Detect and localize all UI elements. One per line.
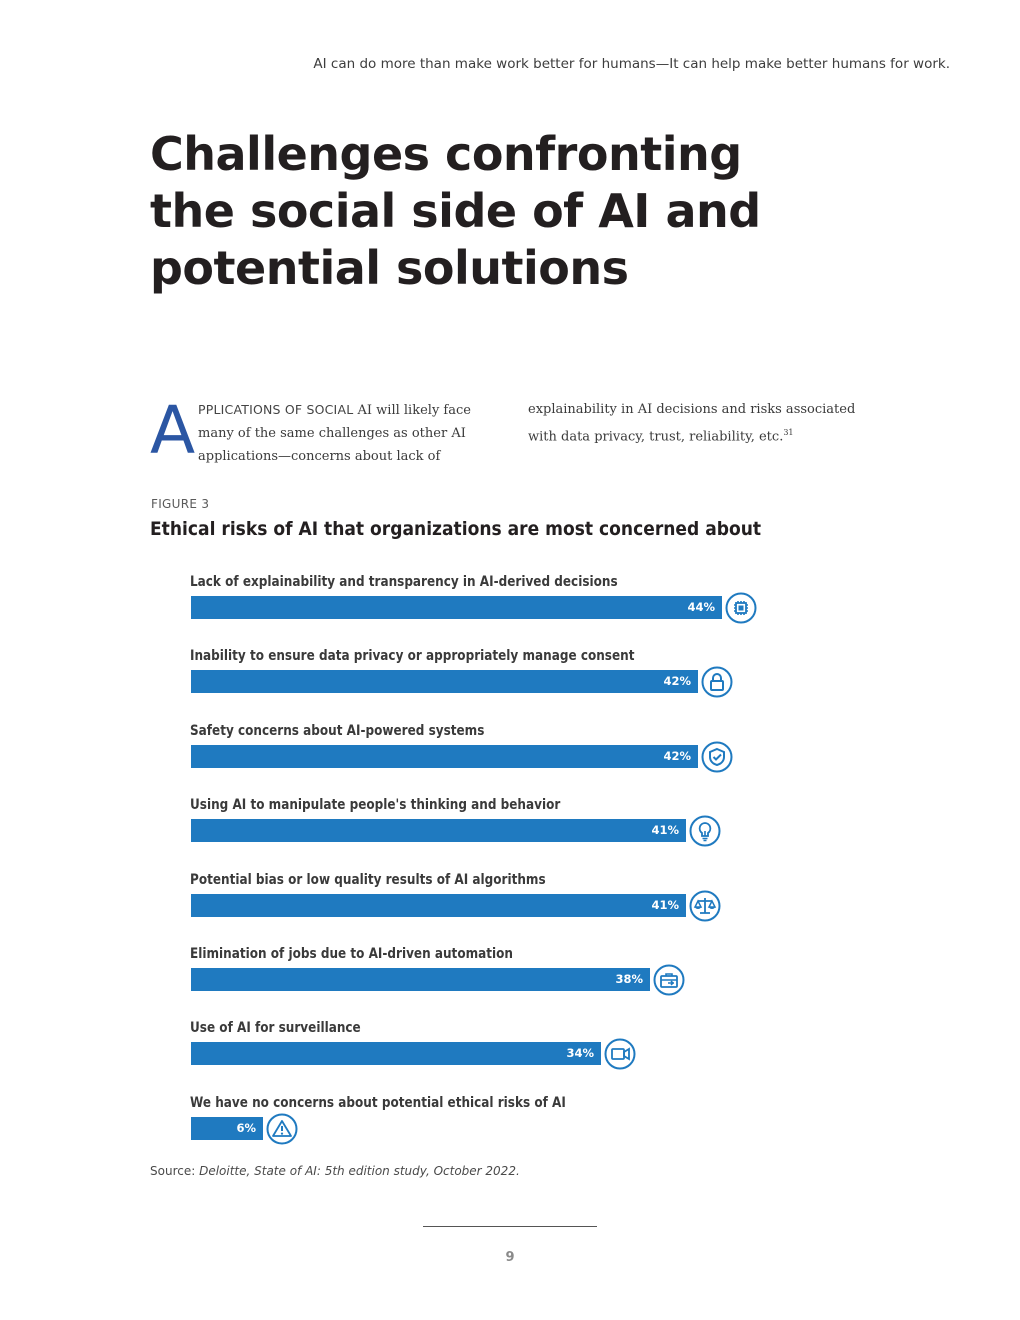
bar: 42% — [191, 744, 698, 768]
bar-category-label: We have no concerns about potential ethi… — [190, 1094, 566, 1111]
footnote-marker[interactable]: 31 — [783, 428, 794, 437]
bar-category-label: Potential bias or low quality results of… — [190, 871, 546, 888]
chart-row: Potential bias or low quality results of… — [190, 872, 830, 928]
intro-paragraph: A PPLICATIONS OF SOCIAL AI will likely f… — [150, 398, 870, 470]
page-title-line-1: Challenges confronting — [150, 127, 742, 181]
bar-category-label: Use of AI for surveillance — [190, 1020, 361, 1037]
lightbulb-icon — [689, 815, 721, 847]
bar-value-label: 44% — [687, 600, 715, 614]
page-title: Challenges confronting the social side o… — [150, 126, 770, 297]
chip-icon — [725, 592, 757, 624]
page-title-line-3: potential solutions — [150, 241, 629, 295]
bar: 41% — [191, 819, 686, 843]
bar-value-label: 42% — [663, 674, 691, 689]
warning-icon — [266, 1113, 298, 1145]
video-camera-icon — [604, 1038, 636, 1070]
drop-cap: A — [150, 392, 196, 469]
bar-value-label: 38% — [615, 972, 643, 986]
page-number: 9 — [505, 1250, 515, 1265]
intro-column-2: explainability in AI decisions and risks… — [528, 398, 868, 448]
chart-row: Use of AI for surveillance 34% — [190, 1020, 830, 1076]
source-citation: Deloitte, State of AI: 5th edition study… — [199, 1164, 520, 1178]
bar: 42% — [191, 670, 698, 694]
bar-category-label: Safety concerns about AI-powered systems — [190, 722, 485, 739]
bar-value-label: 42% — [663, 748, 691, 763]
bar-category-label: Elimination of jobs due to AI-driven aut… — [190, 946, 513, 962]
footer-divider — [423, 1226, 597, 1227]
bar: 44% — [191, 596, 722, 619]
bar-value-label: 41% — [651, 897, 679, 912]
intro-column-1: PPLICATIONS OF SOCIAL AI will likely fac… — [198, 398, 498, 468]
chart-row: Using AI to manipulate people's thinking… — [190, 797, 830, 853]
running-header: AI can do more than make work better for… — [313, 56, 950, 72]
figure-label: FIGURE 3 — [151, 497, 210, 511]
bar-value-label: 34% — [566, 1046, 594, 1061]
page-title-line-2: the social side of AI and — [150, 184, 761, 238]
chart-row: Elimination of jobs due to AI-driven aut… — [190, 946, 830, 1002]
intro-smallcaps: PPLICATIONS OF SOCIAL — [198, 402, 354, 417]
bar-category-label: Inability to ensure data privacy or appr… — [190, 648, 635, 665]
chart-row: Inability to ensure data privacy or appr… — [190, 648, 830, 704]
bar: 6% — [191, 1116, 263, 1140]
source-note: Source: Deloitte, State of AI: 5th editi… — [150, 1164, 520, 1178]
chart-row: Safety concerns about AI-powered systems… — [190, 723, 830, 779]
bar: 38% — [191, 968, 650, 991]
bar-category-label: Using AI to manipulate people's thinking… — [190, 797, 561, 814]
figure-title: Ethical risks of AI that organizations a… — [150, 518, 762, 540]
bar-value-label: 6% — [236, 1120, 256, 1135]
lock-icon — [701, 666, 733, 698]
bar-category-label: Lack of explainability and transparency … — [190, 574, 618, 590]
briefcase-icon — [653, 964, 685, 996]
intro-column-1-text: AI will likely face many of the same cha… — [198, 403, 471, 464]
bar: 34% — [191, 1042, 601, 1066]
source-prefix: Source: — [150, 1164, 200, 1178]
scales-icon — [689, 890, 721, 922]
chart-row: Lack of explainability and transparency … — [190, 574, 830, 630]
intro-column-2-text: explainability in AI decisions and risks… — [528, 402, 856, 445]
shield-check-icon — [701, 741, 733, 773]
bar-value-label: 41% — [651, 823, 679, 838]
chart-row: We have no concerns about potential ethi… — [190, 1095, 830, 1151]
bar: 41% — [191, 893, 686, 917]
